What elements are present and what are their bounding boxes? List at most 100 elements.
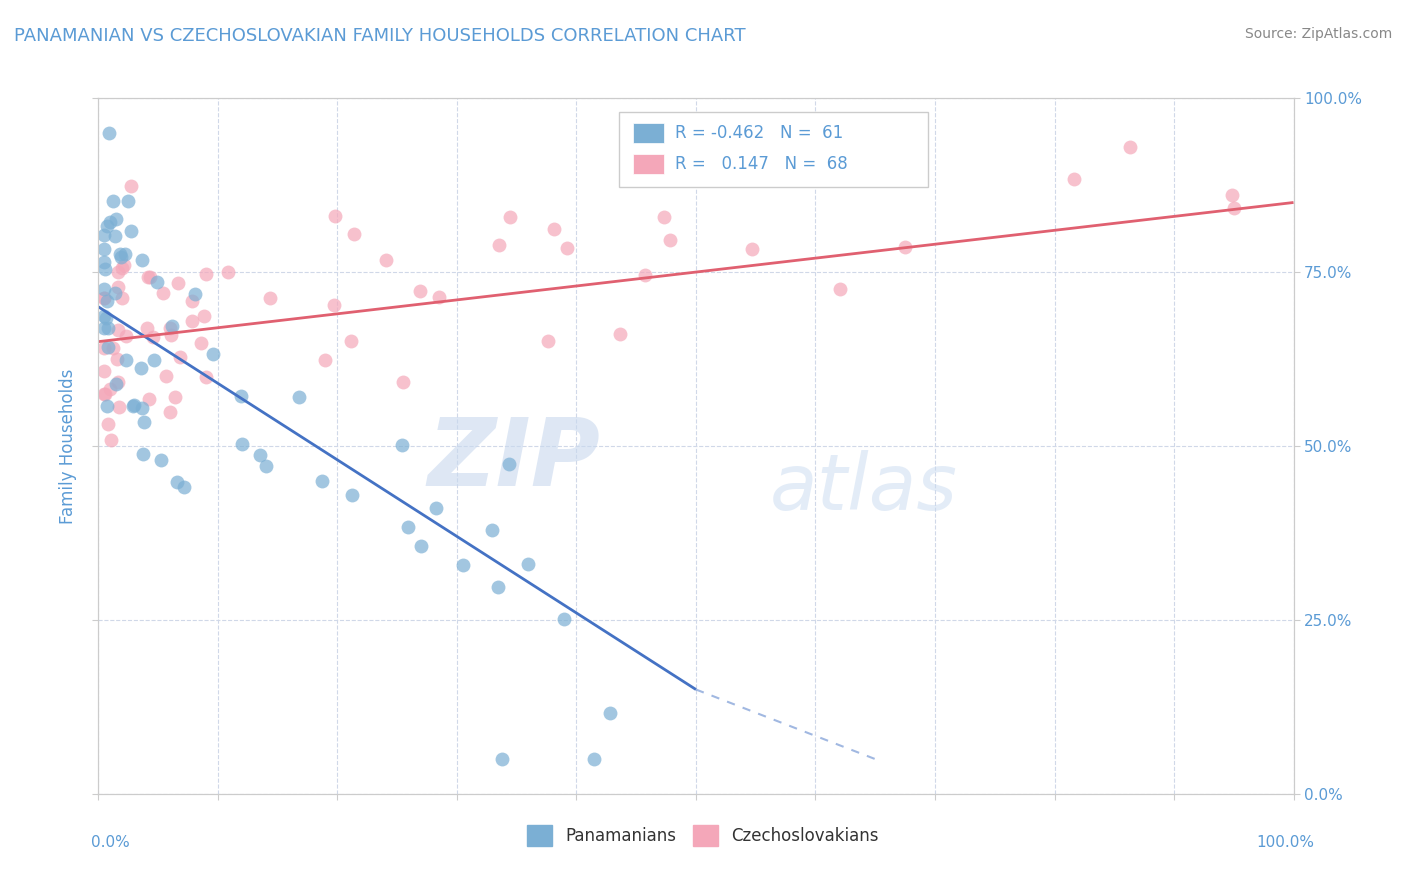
Point [98, 215, 121, 229]
Point [93, 291, 115, 305]
Point [107, 323, 129, 337]
Point [107, 376, 129, 390]
Point [194, 369, 217, 384]
Point [131, 253, 153, 268]
Point [180, 293, 202, 308]
Point [142, 330, 165, 344]
Point [425, 501, 447, 516]
Point [160, 328, 183, 343]
Point [110, 247, 132, 261]
Point [132, 416, 155, 430]
Point [120, 178, 142, 193]
Point [101, 194, 124, 209]
Point [658, 233, 681, 247]
Point [96, 293, 118, 308]
Point [536, 334, 558, 348]
Point [391, 376, 413, 390]
Y-axis label: Family Households: Family Households [59, 368, 77, 524]
Point [1119, 140, 1142, 154]
Point [340, 488, 363, 502]
Point [409, 285, 432, 299]
Point [169, 351, 191, 365]
Point [104, 212, 127, 227]
Point [491, 752, 513, 766]
Point [1220, 188, 1243, 202]
Point [259, 291, 281, 305]
Point [634, 268, 657, 282]
Point [887, 161, 910, 176]
Point [131, 360, 153, 375]
Point [150, 452, 173, 467]
Point [136, 270, 159, 285]
Point [488, 237, 510, 252]
Point [339, 334, 361, 348]
Point [114, 247, 136, 261]
Point [322, 297, 344, 311]
Point [135, 321, 157, 335]
Point [112, 258, 135, 272]
Point [396, 520, 419, 534]
Point [167, 277, 190, 291]
Point [1063, 172, 1085, 186]
Point [543, 222, 565, 236]
Point [830, 282, 852, 296]
Point [103, 341, 125, 355]
Point [190, 336, 212, 351]
Point [93, 282, 115, 296]
Point [93, 387, 115, 401]
Point [159, 404, 181, 418]
Point [183, 287, 205, 301]
Point [93, 262, 115, 277]
Point [374, 252, 396, 267]
Text: 0.0%: 0.0% [91, 836, 131, 850]
Point [122, 399, 145, 413]
Text: atlas: atlas [769, 450, 957, 525]
Point [94, 310, 117, 325]
Point [142, 352, 165, 367]
Point [599, 706, 621, 720]
Point [499, 210, 522, 224]
Point [498, 457, 520, 471]
Point [93, 291, 115, 305]
Point [146, 275, 169, 289]
Text: 100.0%: 100.0% [1257, 836, 1315, 850]
Point [93, 242, 115, 256]
Point [249, 448, 271, 462]
Text: R = -0.462   N =  61: R = -0.462 N = 61 [675, 124, 844, 142]
Point [254, 459, 277, 474]
Point [391, 438, 413, 452]
Point [486, 580, 509, 594]
Point [98, 126, 121, 140]
Point [108, 400, 131, 414]
Point [159, 321, 181, 335]
Point [93, 228, 115, 243]
Point [323, 209, 346, 223]
Point [152, 285, 174, 300]
Point [451, 558, 474, 572]
Point [97, 340, 120, 354]
Point [93, 364, 115, 378]
Point [111, 261, 134, 276]
Point [231, 437, 253, 451]
Point [122, 398, 145, 412]
Point [138, 392, 160, 406]
Point [311, 474, 333, 488]
Text: PANAMANIAN VS CZECHOSLOVAKIAN FAMILY HOUSEHOLDS CORRELATION CHART: PANAMANIAN VS CZECHOSLOVAKIAN FAMILY HOU… [14, 27, 745, 45]
Point [139, 270, 162, 285]
Point [229, 389, 252, 403]
Point [583, 752, 606, 766]
Point [107, 265, 129, 279]
Point [98, 382, 121, 396]
Point [93, 255, 115, 269]
Point [120, 224, 142, 238]
Point [893, 240, 915, 254]
Point [96, 219, 118, 233]
Point [94, 387, 117, 401]
Text: Source: ZipAtlas.com: Source: ZipAtlas.com [1244, 27, 1392, 41]
Point [193, 310, 215, 324]
Point [409, 539, 432, 553]
Point [202, 347, 225, 361]
Text: R =   0.147   N =  68: R = 0.147 N = 68 [675, 155, 848, 173]
Point [107, 280, 129, 294]
Point [553, 611, 575, 625]
